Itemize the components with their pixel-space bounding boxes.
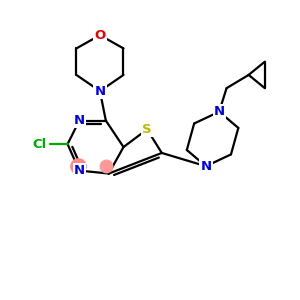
Text: N: N (200, 160, 211, 173)
Text: N: N (74, 164, 85, 177)
Text: N: N (74, 114, 85, 127)
Text: N: N (74, 164, 85, 177)
Text: S: S (142, 123, 152, 136)
Text: N: N (214, 105, 225, 118)
Text: N: N (94, 85, 106, 98)
Text: O: O (94, 29, 106, 42)
Text: Cl: Cl (32, 138, 47, 151)
